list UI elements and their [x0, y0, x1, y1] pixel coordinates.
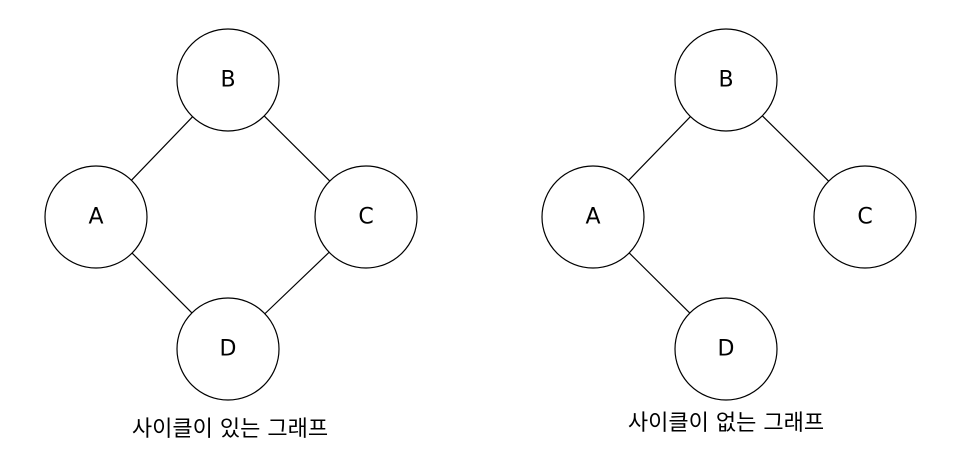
node-circle — [541, 165, 645, 269]
cyclic-graph-caption: 사이클이 있는 그래프 — [132, 417, 328, 442]
node-label: A — [88, 205, 103, 230]
node-circle — [314, 165, 418, 269]
acyclic-graph-node-b: B — [674, 28, 778, 132]
cyclic-graph-edges — [130, 115, 331, 315]
acyclic-graph-nodes: A B C D — [541, 28, 917, 401]
node-label: D — [718, 337, 735, 362]
node-circle — [674, 28, 778, 132]
node-label: D — [220, 337, 237, 362]
node-circle — [813, 165, 917, 269]
cyclic-graph-node-a: A — [44, 165, 148, 269]
acyclic-graph-edge-b-a — [628, 116, 691, 181]
acyclic-graph-caption: 사이클이 없는 그래프 — [628, 411, 824, 436]
node-label: C — [857, 205, 872, 230]
acyclic-graph: A B C D 사이클이 없는 그래프 — [541, 28, 917, 436]
cyclic-graph-node-d: D — [176, 297, 280, 401]
acyclic-graph-node-d: D — [674, 297, 778, 401]
acyclic-graph-node-a: A — [541, 165, 645, 269]
acyclic-graph-node-c: C — [813, 165, 917, 269]
node-circle — [674, 297, 778, 401]
acyclic-graph-edges — [628, 115, 830, 314]
acyclic-graph-edge-b-c — [761, 115, 830, 182]
cyclic-graph-edge-a-d — [131, 252, 193, 314]
cyclic-graph-nodes: A B C D — [44, 28, 418, 401]
cyclic-graph-edge-b-c — [263, 115, 331, 182]
node-label: B — [220, 68, 235, 93]
cyclic-graph-node-c: C — [314, 165, 418, 269]
cyclic-graph: A B C D 사이클이 있는 그래프 — [44, 28, 418, 442]
node-label: B — [718, 68, 733, 93]
acyclic-graph-edge-a-d — [628, 252, 691, 314]
node-label: C — [358, 205, 373, 230]
node-label: A — [585, 205, 600, 230]
node-circle — [176, 28, 280, 132]
node-circle — [176, 297, 280, 401]
node-circle — [44, 165, 148, 269]
cyclic-graph-edge-b-a — [130, 116, 194, 181]
cyclic-graph-edge-c-d — [264, 251, 330, 315]
cyclic-graph-node-b: B — [176, 28, 280, 132]
